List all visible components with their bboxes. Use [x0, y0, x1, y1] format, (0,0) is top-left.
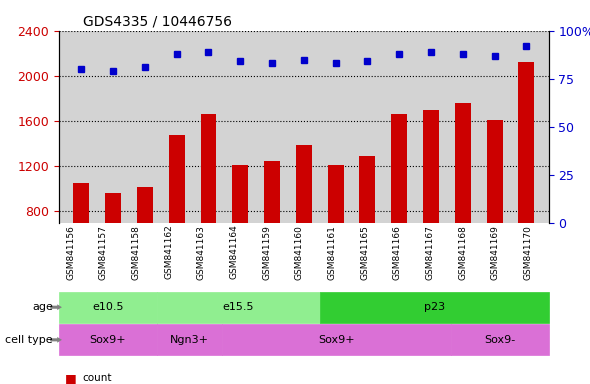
Text: e10.5: e10.5 [92, 302, 124, 312]
Bar [296, 145, 312, 223]
Text: p23: p23 [424, 302, 445, 312]
Text: GSM841160: GSM841160 [295, 225, 304, 280]
Text: GSM841165: GSM841165 [360, 225, 369, 280]
Bar [423, 110, 439, 223]
Bar [137, 187, 153, 223]
Bar [391, 114, 407, 223]
Text: GSM841169: GSM841169 [491, 225, 500, 280]
Text: GSM841161: GSM841161 [327, 225, 336, 280]
Text: GSM841157: GSM841157 [99, 225, 108, 280]
Bar [327, 165, 343, 223]
Bar [519, 62, 535, 223]
Bar [73, 183, 89, 223]
Text: Ngn3+: Ngn3+ [170, 335, 209, 345]
Text: GSM841162: GSM841162 [164, 225, 173, 280]
Text: GSM841168: GSM841168 [458, 225, 467, 280]
Bar [487, 120, 503, 223]
Text: GSM841163: GSM841163 [197, 225, 206, 280]
Text: GDS4335 / 10446756: GDS4335 / 10446756 [84, 14, 232, 28]
Bar [232, 165, 248, 223]
Bar [264, 161, 280, 223]
Text: GSM841166: GSM841166 [393, 225, 402, 280]
Text: Sox9-: Sox9- [484, 335, 515, 345]
Text: cell type: cell type [5, 335, 53, 345]
Bar [455, 103, 471, 223]
Bar [105, 194, 121, 223]
Text: age: age [32, 302, 53, 312]
Bar [359, 156, 375, 223]
Text: Sox9+: Sox9+ [318, 335, 355, 345]
Text: GSM841164: GSM841164 [230, 225, 238, 280]
Bar [201, 114, 217, 223]
Text: ■: ■ [65, 372, 77, 384]
Text: e15.5: e15.5 [223, 302, 254, 312]
Text: GSM841159: GSM841159 [262, 225, 271, 280]
Text: count: count [83, 373, 112, 383]
Text: GSM841156: GSM841156 [66, 225, 76, 280]
Text: GSM841167: GSM841167 [425, 225, 434, 280]
Text: GSM841158: GSM841158 [132, 225, 140, 280]
Bar [169, 135, 185, 223]
Text: Sox9+: Sox9+ [90, 335, 126, 345]
Text: GSM841170: GSM841170 [523, 225, 532, 280]
